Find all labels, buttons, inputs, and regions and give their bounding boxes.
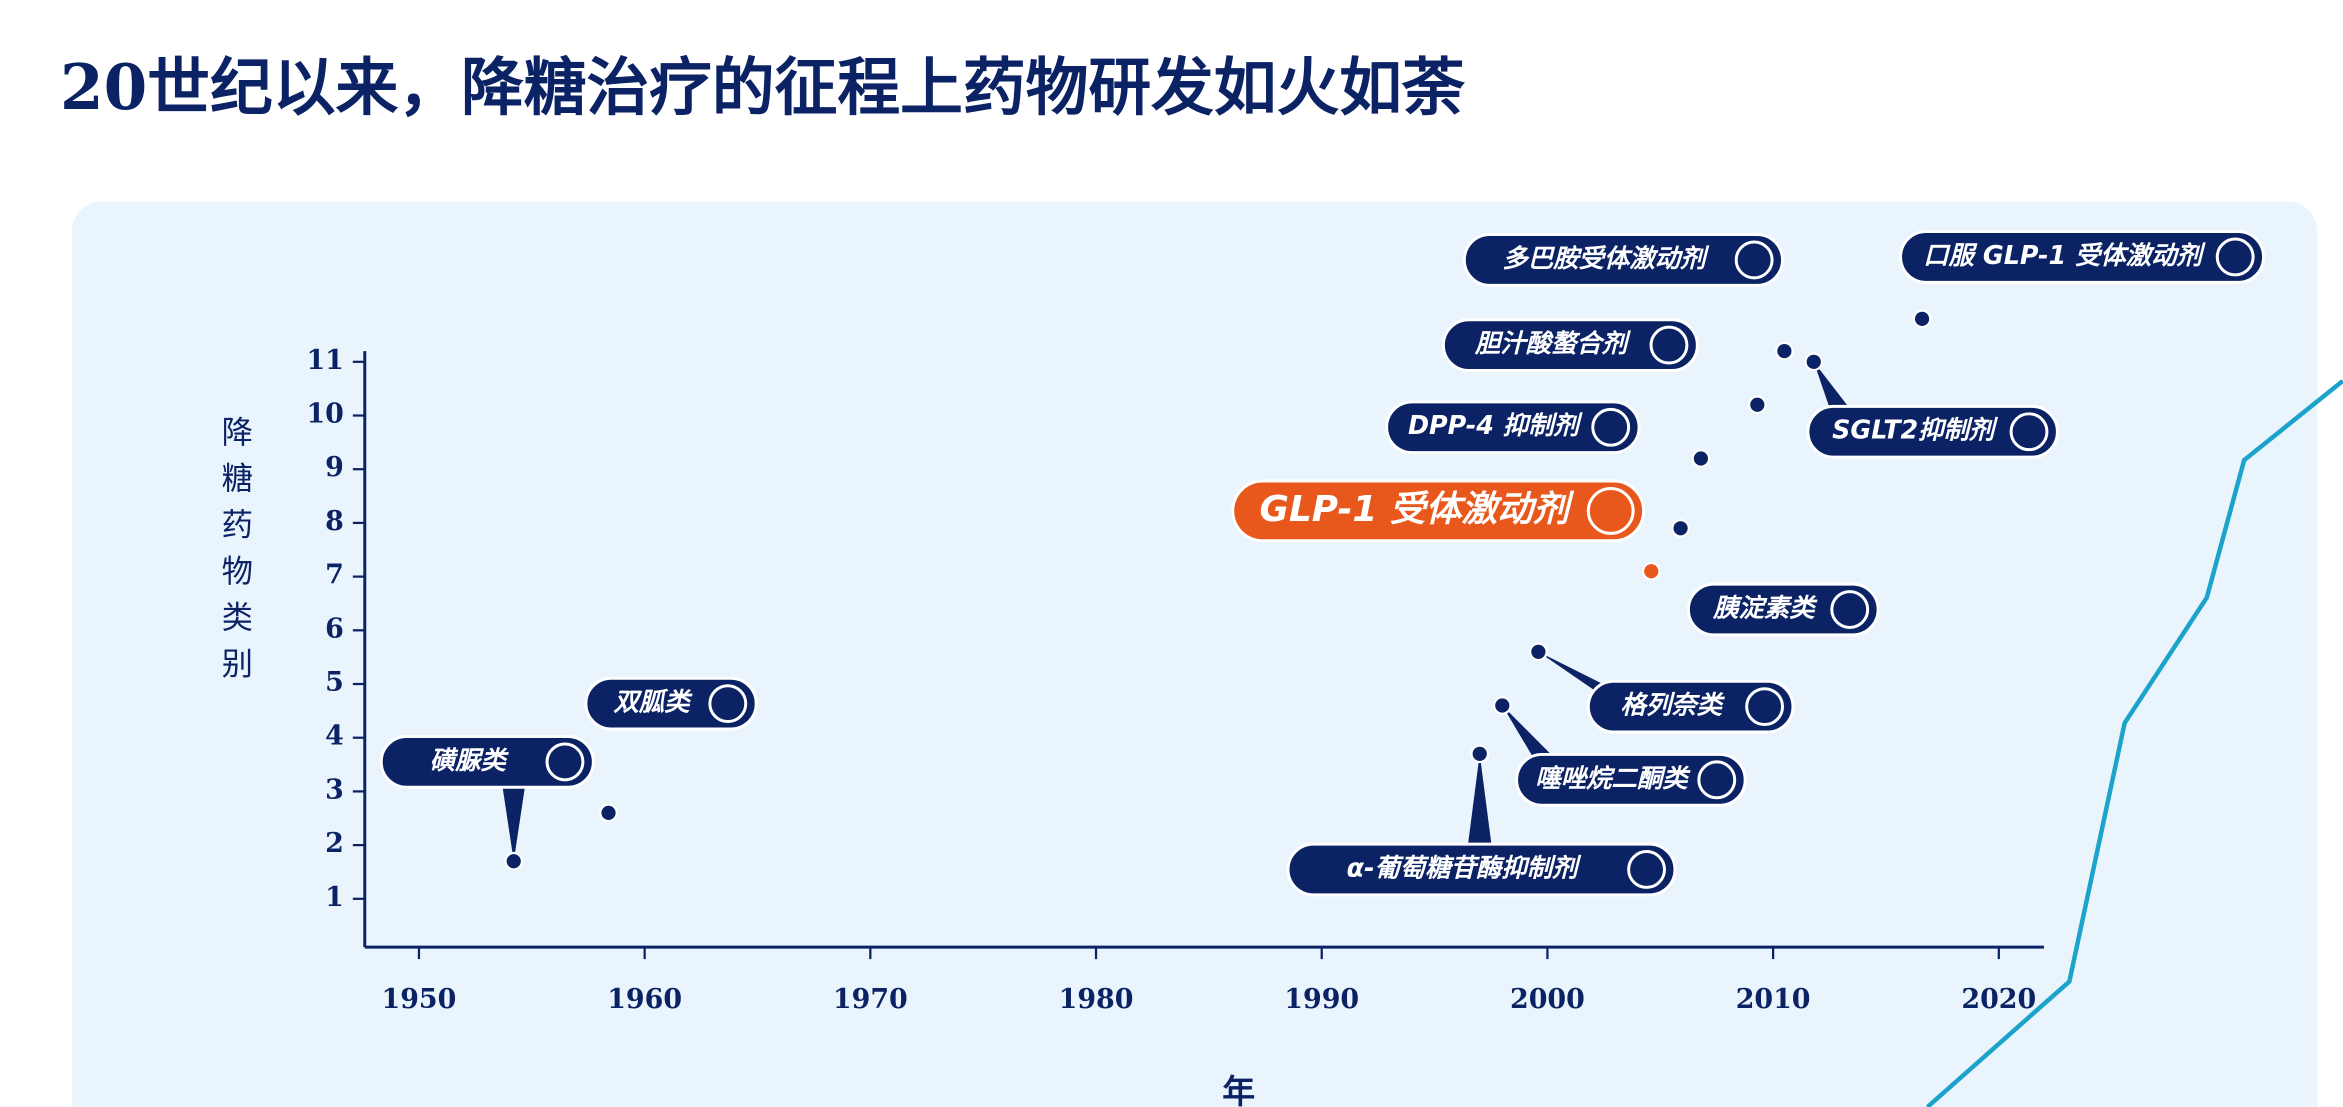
point [1804, 352, 1824, 372]
label-icon [1745, 687, 1785, 727]
label-icon [1586, 487, 1635, 535]
label-icon [545, 742, 585, 782]
label-icon [708, 684, 748, 724]
x-tick-label: 1990 [1284, 984, 1359, 1015]
point-label: 胰淀素类 [1712, 593, 1818, 623]
callout: α-葡萄糖苷酶抑制剂 [1286, 753, 1677, 897]
label-pill [379, 735, 595, 789]
point-label: 噻唑烷二酮类 [1535, 763, 1691, 793]
point-label: GLP-1 受体激动剂 [1260, 489, 1576, 530]
label-icon [1627, 850, 1666, 889]
point-label: 双胍类 [614, 687, 694, 717]
y-tick-label: 11 [306, 345, 343, 376]
point [1775, 341, 1794, 361]
label-icon [1649, 325, 1689, 365]
point [504, 851, 524, 871]
callout-tail [1464, 753, 1495, 870]
y-tick-label: 6 [325, 613, 344, 644]
y-tick-label: 3 [325, 774, 344, 805]
callout: SGLT2抑制剂 [1806, 361, 2059, 459]
y-tick-label: 2 [325, 828, 344, 859]
y-tick-label: 10 [306, 399, 343, 430]
label-icon [2009, 412, 2049, 452]
x-tick-label: 1980 [1059, 984, 1134, 1015]
label-pill [1462, 233, 1785, 287]
y-tick-label: 5 [325, 667, 344, 698]
y-tick-label: 4 [325, 721, 344, 752]
callout-tail [1813, 361, 1868, 432]
point [599, 803, 618, 823]
point-label: 胆汁酸螯合剂 [1474, 328, 1632, 358]
point-label: α-葡萄糖苷酶抑制剂 [1347, 852, 1583, 882]
x-tick-label: 2000 [1510, 984, 1585, 1015]
label-pill [1286, 842, 1677, 897]
y-tick-label: 8 [325, 506, 344, 537]
point-label: 多巴胺受体激动剂 [1502, 243, 1710, 273]
callout: 格列奈类 [1538, 651, 1795, 734]
y-tick-label: 7 [325, 560, 344, 591]
panel [71, 201, 2318, 1107]
label-icon [1697, 760, 1737, 800]
callout: 多巴胺受体激动剂 [1462, 233, 1785, 287]
point [1529, 642, 1548, 662]
x-tick-label: 1970 [833, 984, 908, 1015]
label-icon [1591, 407, 1631, 447]
point [1691, 449, 1711, 468]
point [1492, 696, 1512, 715]
callout: 胆汁酸螯合剂 [1441, 318, 1699, 372]
callout: 磺脲类 [379, 735, 595, 862]
decor-line [1925, 379, 2343, 1107]
callout-tail [1502, 705, 1577, 780]
callout: 口服 GLP-1 受体激动剂 [1899, 230, 2266, 284]
label-pill [1806, 404, 2059, 459]
point-label: 格列奈类 [1620, 690, 1725, 720]
callout: 噻唑烷二酮类 [1502, 705, 1747, 807]
label-icon [1830, 590, 1870, 629]
x-tick-label: 2020 [1961, 984, 2036, 1015]
point-label: 磺脲类 [430, 745, 510, 775]
point [1641, 561, 1661, 581]
x-axis-label: 年 [1222, 1072, 1255, 1107]
label-pill [1686, 582, 1880, 637]
point-label: 口服 GLP-1 受体激动剂 [1923, 240, 2206, 270]
label-icon [1734, 240, 1774, 280]
callout: 双胍类 [584, 676, 758, 731]
y-tick-label: 9 [325, 452, 344, 483]
chart-title: 20世纪以来，降糖治疗的征程上药物研发如火如荼 [60, 50, 1466, 124]
callout: GLP-1 受体激动剂 [1231, 479, 1646, 543]
point [1747, 395, 1767, 415]
label-pill [1385, 400, 1641, 455]
point [1912, 309, 1932, 329]
point-label: SGLT2抑制剂 [1832, 415, 1999, 445]
x-tick-label: 1960 [607, 984, 682, 1015]
label-pill [1515, 752, 1747, 807]
point [1470, 744, 1490, 764]
x-tick-label: 1950 [382, 984, 457, 1015]
callout: DPP-4 抑制剂 [1385, 400, 1641, 455]
label-pill [1231, 479, 1646, 543]
y-tick-label: 1 [325, 882, 344, 913]
x-tick-label: 2010 [1736, 984, 1811, 1015]
label-pill [1586, 679, 1795, 734]
point-label: DPP-4 抑制剂 [1408, 410, 1584, 440]
label-icon [2215, 237, 2255, 277]
point [1671, 518, 1690, 538]
label-pill [1899, 230, 2266, 284]
callout: 胰淀素类 [1686, 582, 1880, 637]
label-pill [1441, 318, 1699, 372]
y-axis-label: 降糖药物类别 [217, 415, 253, 693]
